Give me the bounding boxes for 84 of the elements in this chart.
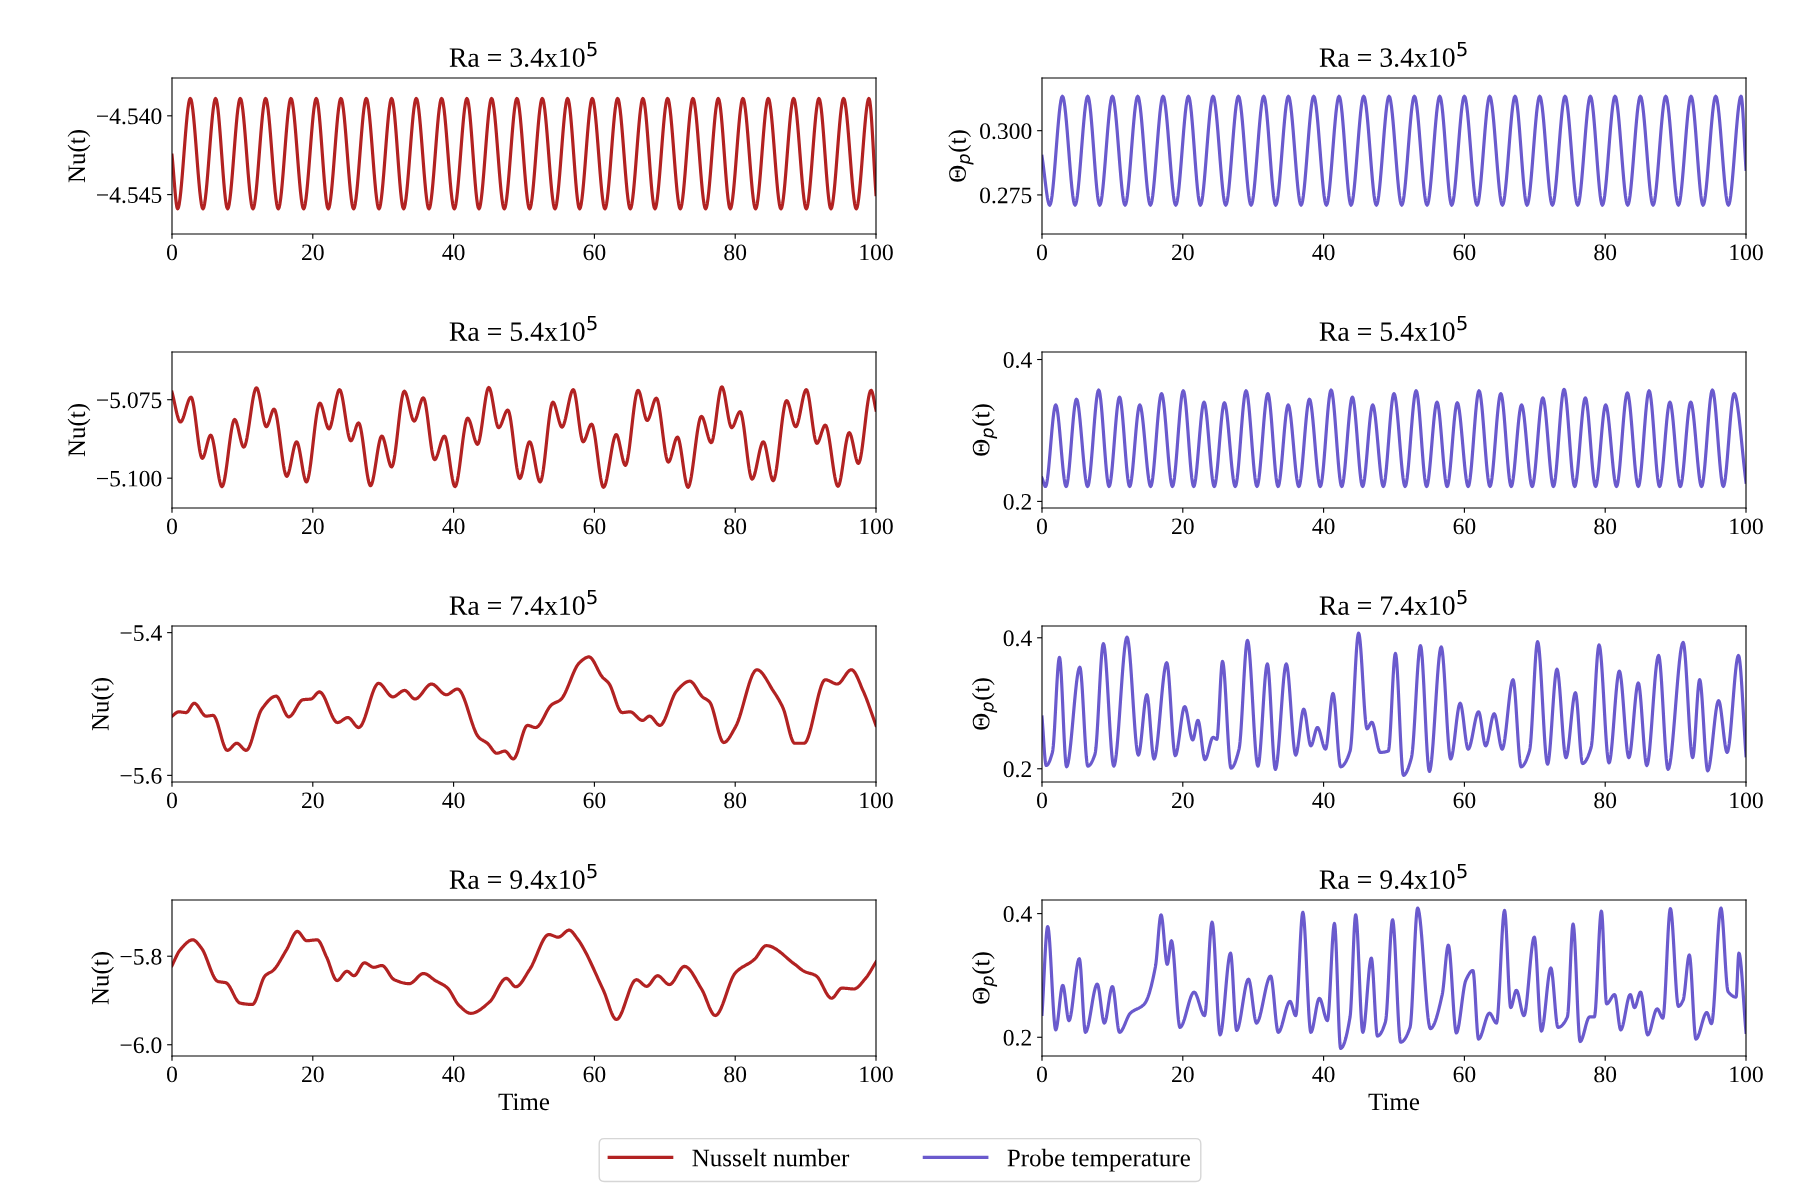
x-tick-label: 40 <box>1312 1066 1335 1083</box>
x-tick-label: 60 <box>1453 792 1476 809</box>
y-tick-label: 0.2 <box>1003 1029 1031 1046</box>
y-axis-title: Θ$_{p}$(t) <box>971 404 998 456</box>
chart-title: Ra = 5.4x10$^{5}$ <box>1319 315 1467 342</box>
x-tick-label: 40 <box>1312 518 1335 535</box>
x-tick-label: 100 <box>1730 792 1763 809</box>
y-tick-label: −6.0 <box>120 1037 162 1054</box>
x-tick-label: 20 <box>1172 518 1194 535</box>
x-tick-label: 20 <box>302 1066 324 1083</box>
x-tick-label: 0 <box>1037 1066 1047 1083</box>
chart-title: Ra = 9.4x10$^{5}$ <box>449 863 597 890</box>
x-tick-label: 60 <box>583 518 606 535</box>
y-tick-label: −5.100 <box>97 470 162 487</box>
chart-title: Ra = 5.4x10$^{5}$ <box>449 315 597 342</box>
y-axis-title: Nu(t) <box>91 678 114 731</box>
y-tick-label: −4.540 <box>97 108 162 125</box>
y-axis-title: Θ$_{p}$(t) <box>948 130 974 182</box>
x-tick-label: 100 <box>860 792 893 809</box>
x-tick-label: 100 <box>1730 518 1763 535</box>
x-tick-label: 60 <box>1453 518 1476 535</box>
x-tick-label: 80 <box>724 518 747 535</box>
x-tick-label: 80 <box>1594 792 1617 809</box>
x-axis-title: Time <box>1368 1093 1420 1111</box>
chart-title: Ra = 3.4x10$^{5}$ <box>449 41 597 68</box>
chart-title: Ra = 7.4x10$^{5}$ <box>449 589 597 616</box>
x-tick-label: 40 <box>1312 244 1335 261</box>
x-tick-label: 20 <box>302 518 324 535</box>
y-tick-label: 0.300 <box>980 123 1032 140</box>
x-tick-label: 100 <box>1730 1066 1763 1083</box>
x-tick-label: 60 <box>583 792 606 809</box>
chart-title: Ra = 9.4x10$^{5}$ <box>1319 863 1467 890</box>
y-axis-title: Nu(t) <box>91 952 114 1005</box>
y-axis-title: Θ$_{p}$(t) <box>971 952 998 1004</box>
x-tick-label: 80 <box>1594 244 1617 261</box>
x-tick-label: 0 <box>167 792 177 809</box>
x-tick-label: 100 <box>860 1066 893 1083</box>
y-tick-label: 0.4 <box>1003 352 1032 369</box>
legend-label: Probe temperature <box>1007 1148 1190 1172</box>
legend-label: Nusselt number <box>692 1148 850 1167</box>
chart-title: Ra = 3.4x10$^{5}$ <box>1319 41 1467 68</box>
x-tick-label: 60 <box>1453 244 1476 261</box>
x-tick-label: 80 <box>1594 518 1617 535</box>
x-tick-label: 80 <box>724 1066 747 1083</box>
x-tick-label: 100 <box>860 244 893 261</box>
x-tick-label: 100 <box>1730 244 1763 261</box>
x-tick-label: 0 <box>167 1066 177 1083</box>
y-tick-label: 0.4 <box>1003 906 1032 923</box>
x-tick-label: 20 <box>302 792 324 809</box>
x-tick-label: 0 <box>167 244 177 261</box>
x-tick-label: 20 <box>302 244 324 261</box>
x-tick-label: 0 <box>167 518 177 535</box>
y-tick-label: −5.8 <box>120 948 162 965</box>
chart-title: Ra = 7.4x10$^{5}$ <box>1319 589 1467 616</box>
x-tick-label: 40 <box>1312 792 1335 809</box>
y-axis-title: Θ$_{p}$(t) <box>971 678 998 730</box>
x-tick-label: 40 <box>442 1066 465 1083</box>
y-tick-label: 0.2 <box>1003 761 1031 778</box>
x-tick-label: 60 <box>1453 1066 1476 1083</box>
x-tick-label: 0 <box>1037 792 1047 809</box>
y-tick-label: 0.275 <box>980 187 1032 204</box>
x-tick-label: 20 <box>1172 792 1194 809</box>
y-tick-label: −5.075 <box>97 392 162 409</box>
x-tick-label: 60 <box>583 244 606 261</box>
x-tick-label: 80 <box>724 792 747 809</box>
x-tick-label: 40 <box>442 244 465 261</box>
y-axis-title: Nu(t) <box>67 404 91 457</box>
x-tick-label: 80 <box>724 244 747 261</box>
y-tick-label: −4.545 <box>97 187 162 204</box>
x-tick-label: 100 <box>860 518 893 535</box>
x-tick-label: 40 <box>442 518 465 535</box>
x-tick-label: 0 <box>1037 518 1047 535</box>
y-tick-label: −5.6 <box>120 767 162 784</box>
x-axis-title: Time <box>498 1093 550 1111</box>
x-tick-label: 60 <box>583 1066 606 1083</box>
y-tick-label: 0.4 <box>1003 630 1032 647</box>
y-tick-label: −5.4 <box>120 625 162 642</box>
y-tick-label: 0.2 <box>1003 493 1031 510</box>
x-tick-label: 20 <box>1172 244 1194 261</box>
x-tick-label: 0 <box>1037 244 1047 261</box>
y-axis-title: Nu(t) <box>67 130 91 183</box>
x-tick-label: 80 <box>1594 1066 1617 1083</box>
x-tick-label: 40 <box>442 792 465 809</box>
x-tick-label: 20 <box>1172 1066 1194 1083</box>
